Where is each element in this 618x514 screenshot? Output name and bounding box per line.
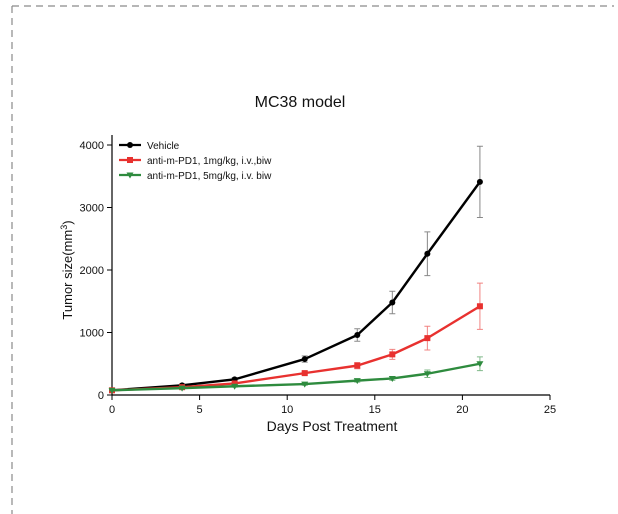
series-3 bbox=[108, 356, 484, 394]
legend: Vehicle anti-m-PD1, 1mg/kg, i.v.,biw anti-… bbox=[119, 141, 272, 182]
data-point bbox=[353, 378, 361, 385]
series-layer bbox=[108, 145, 484, 394]
data-point bbox=[178, 385, 186, 392]
chart-title: MC38 model bbox=[255, 94, 346, 111]
legend-label: anti-m-PD1, 1mg/kg, i.v.,biw bbox=[147, 156, 272, 167]
data-point bbox=[301, 356, 308, 363]
y-tick-label: 3000 bbox=[80, 203, 104, 215]
series-line bbox=[111, 305, 481, 392]
x-axis-label: Days Post Treatment bbox=[267, 418, 398, 434]
legend-item: anti-m-PD1, 1mg/kg, i.v.,biw bbox=[119, 156, 272, 167]
series-line bbox=[111, 181, 481, 392]
legend-item: Vehicle bbox=[119, 141, 180, 152]
y-tick-label: 2000 bbox=[80, 265, 104, 277]
series-2 bbox=[109, 282, 483, 394]
y-axis-label-main: Tumor size(mm bbox=[60, 230, 75, 320]
data-point bbox=[423, 371, 431, 378]
legend-item: anti-m-PD1, 5mg/kg, i.v. biw bbox=[119, 171, 272, 182]
data-point bbox=[389, 299, 396, 306]
x-tick-label: 15 bbox=[369, 404, 381, 416]
legend-swatch-marker bbox=[127, 142, 133, 148]
legend-label: Vehicle bbox=[147, 141, 180, 152]
series-line bbox=[111, 362, 481, 392]
legend-swatch-marker bbox=[127, 157, 133, 163]
data-point bbox=[231, 383, 239, 390]
x-tick-label: 10 bbox=[281, 404, 293, 416]
data-point bbox=[476, 178, 483, 185]
data-point bbox=[424, 335, 431, 342]
data-point bbox=[424, 250, 431, 257]
y-tick-label: 4000 bbox=[80, 140, 104, 152]
data-point bbox=[354, 362, 361, 369]
data-point bbox=[108, 387, 116, 394]
y-axis-label-sup: 3 bbox=[59, 225, 69, 230]
y-axis-label: Tumor size(mm3) bbox=[59, 220, 75, 319]
y-axis-label-end: ) bbox=[60, 220, 75, 224]
data-point bbox=[231, 380, 238, 387]
legend-label: anti-m-PD1, 5mg/kg, i.v. biw bbox=[147, 171, 272, 182]
data-point bbox=[354, 332, 361, 338]
data-point bbox=[301, 370, 308, 377]
data-point bbox=[388, 375, 396, 382]
series-1 bbox=[109, 145, 483, 394]
data-point bbox=[301, 381, 309, 388]
x-tick-label: 0 bbox=[109, 404, 115, 416]
dashed-border bbox=[11, 5, 614, 514]
axes: 0 5 10 15 20 25 0 1000 2000 3000 4000 bbox=[80, 135, 556, 416]
data-point bbox=[476, 303, 483, 310]
legend-swatch-marker bbox=[126, 172, 134, 179]
y-tick-label: 1000 bbox=[80, 328, 104, 340]
x-tick-label: 5 bbox=[197, 404, 203, 416]
data-point bbox=[476, 361, 484, 368]
data-point bbox=[389, 351, 396, 358]
y-tick-label: 0 bbox=[98, 390, 104, 402]
x-tick-label: 25 bbox=[544, 404, 556, 416]
x-tick-label: 20 bbox=[456, 404, 468, 416]
